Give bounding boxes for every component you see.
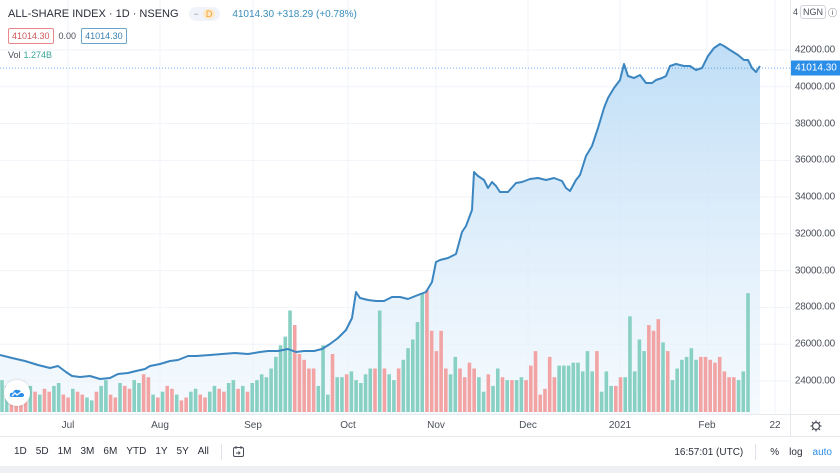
gear-icon — [810, 420, 821, 431]
price-tick: 42000.00 — [794, 44, 835, 56]
bid-price: 41014.30 — [8, 28, 54, 44]
time-axis[interactable]: Jul Aug Sep Oct Nov Dec 2021 Feb 22 — [0, 414, 790, 436]
range-all[interactable]: All — [197, 446, 209, 457]
volume-bars — [0, 290, 750, 412]
footer-strip — [0, 466, 840, 473]
cloud-chart-icon — [9, 389, 24, 397]
tradingview-logo[interactable] — [4, 380, 30, 406]
collapse-icon: − — [193, 9, 199, 19]
time-tick: Aug — [151, 420, 169, 431]
last-price: 41014.30 +318.29 (+0.78%) — [232, 8, 357, 20]
time-tick: Feb — [698, 420, 716, 431]
calendar-icon — [232, 446, 244, 457]
price-tick: 40000.00 — [794, 81, 835, 93]
volume-label: Vol — [8, 50, 21, 60]
currency-selector[interactable]: 4 NGN ⓘ — [793, 5, 837, 19]
ask-price: 41014.30 — [81, 28, 127, 44]
toolbar-divider — [220, 443, 222, 460]
price-tick: 28000.00 — [794, 301, 835, 313]
time-tick: Dec — [519, 420, 537, 431]
legend-header: ALL-SHARE INDEX · 1D · NSENG − D 41014.3… — [8, 6, 357, 60]
plot-area[interactable] — [0, 0, 790, 414]
price-tick: 26000.00 — [794, 338, 835, 350]
range-ytd[interactable]: YTD — [126, 446, 147, 457]
current-price-label: 41014.30 — [791, 60, 840, 76]
time-tick: 2021 — [608, 420, 632, 431]
range-6m[interactable]: 6M — [103, 446, 118, 457]
delayed-badge: D — [202, 9, 216, 19]
time-tick: Jul — [61, 420, 75, 431]
volume-value: 1.274B — [23, 50, 53, 60]
price-tick: 30000.00 — [794, 265, 835, 277]
range-5d[interactable]: 5D — [35, 446, 49, 457]
time-tick: Nov — [427, 420, 445, 431]
range-1d[interactable]: 1D — [14, 446, 27, 457]
range-5y[interactable]: 5Y — [176, 446, 189, 457]
time-tick: Oct — [340, 420, 356, 431]
percent-toggle[interactable]: % — [770, 446, 780, 458]
price-tick: 38000.00 — [794, 118, 835, 130]
spread: 0.00 — [58, 31, 77, 41]
currency-prefix: 4 — [792, 7, 798, 17]
volume-legend: Vol 1.274B — [8, 50, 357, 60]
price-line — [0, 43, 761, 380]
price-tick: 24000.00 — [794, 375, 835, 387]
log-toggle[interactable]: log — [789, 446, 803, 458]
toolbar-divider-2 — [755, 444, 757, 460]
symbol-title[interactable]: ALL-SHARE INDEX · 1D · NSENG — [8, 8, 179, 20]
settings-button[interactable] — [790, 414, 840, 436]
range-3m[interactable]: 3M — [80, 446, 95, 457]
price-tick: 36000.00 — [794, 154, 835, 166]
market-status-badge[interactable]: − D — [188, 7, 221, 21]
price-area-fill — [0, 44, 760, 414]
auto-scale-toggle[interactable]: auto — [812, 446, 832, 458]
go-to-date-button[interactable] — [232, 445, 245, 458]
price-tick: 32000.00 — [794, 228, 835, 240]
currency-label[interactable]: NGN — [799, 5, 826, 19]
time-tick: 22 — [769, 420, 781, 431]
range-1y[interactable]: 1Y — [155, 446, 168, 457]
clock[interactable]: 16:57:01 (UTC) — [674, 446, 744, 458]
bottom-toolbar: 1D 5D 1M 3M 6M YTD 1Y 5Y All 16:57:01 (U… — [0, 436, 840, 466]
price-chart[interactable] — [0, 0, 790, 414]
price-axis[interactable]: 4 NGN ⓘ 42000.00 40000.00 38000.00 36000.00… — [790, 0, 840, 414]
price-tick: 34000.00 — [794, 191, 835, 203]
info-icon[interactable]: ⓘ — [827, 7, 837, 18]
range-1m[interactable]: 1M — [57, 446, 72, 457]
time-tick: Sep — [244, 420, 262, 431]
